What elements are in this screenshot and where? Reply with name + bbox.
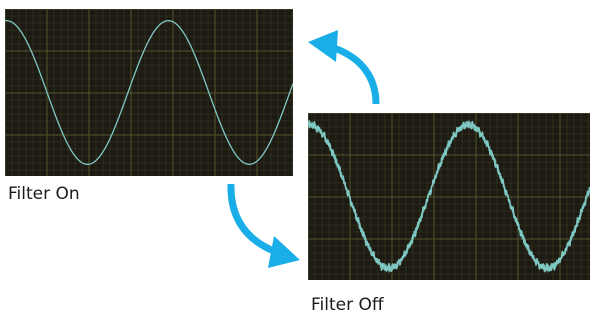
oscilloscope-filter-on — [5, 9, 293, 176]
waveform-filter-on — [5, 9, 293, 176]
oscilloscope-filter-off — [308, 113, 590, 280]
caption-filter-on: Filter On — [8, 184, 80, 204]
scope-grid — [5, 9, 293, 176]
clean-sine-trace — [5, 20, 293, 165]
noisy-sine-trace-band — [308, 120, 590, 273]
waveform-filter-off — [308, 113, 590, 280]
scope-grid — [308, 113, 590, 280]
caption-filter-off: Filter Off — [311, 295, 384, 315]
curved-arrow-up-icon — [308, 30, 380, 105]
curved-arrow-down-icon — [227, 183, 300, 268]
